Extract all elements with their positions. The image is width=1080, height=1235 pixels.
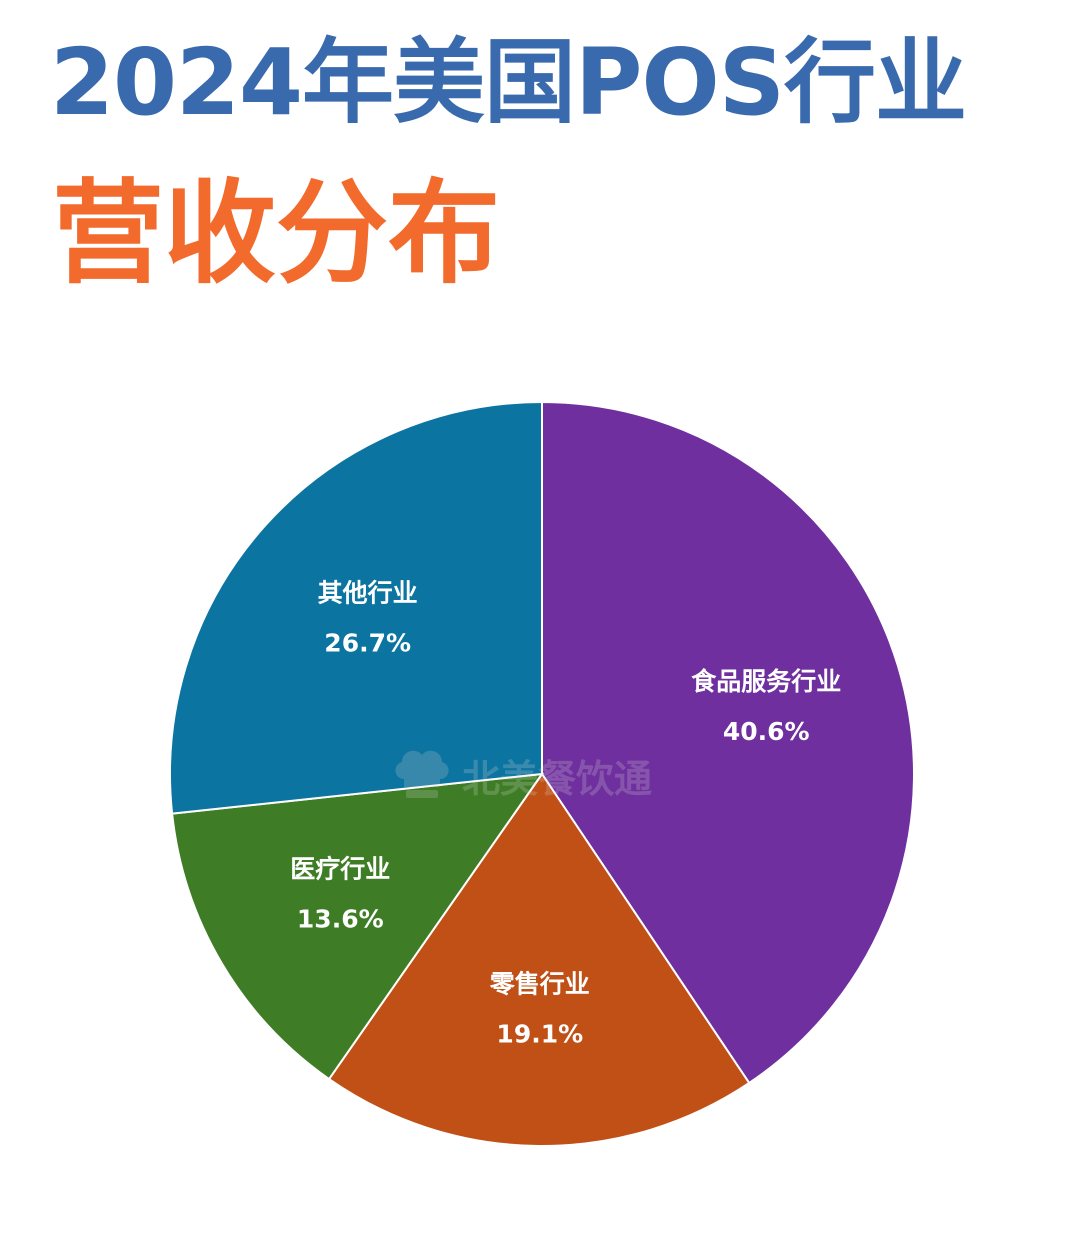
pie-slice-3 xyxy=(169,400,543,815)
slice-category-label-1: 零售行业 xyxy=(489,969,590,998)
slice-category-label-0: 食品服务行业 xyxy=(691,667,841,696)
slice-category-label-3: 其他行业 xyxy=(318,578,418,607)
pie-slice-1 xyxy=(327,772,751,1147)
slice-category-label-2: 医疗行业 xyxy=(290,854,390,883)
pie-slices xyxy=(169,400,915,1147)
title-line-1: 2024年美国POS行业 xyxy=(50,29,967,136)
slice-value-label-2: 13.6% xyxy=(297,904,384,933)
pie-slice-0 xyxy=(541,400,915,1085)
slice-value-label-1: 19.1% xyxy=(496,1019,583,1048)
pie-slice-2 xyxy=(171,772,545,1081)
title-line-2: 营收分布 xyxy=(52,169,500,299)
pie-labels: 食品服务行业 40.6% 零售行业 19.1% 医疗行业 13.6% 其他行业 26.7% xyxy=(290,578,841,1048)
slice-value-label-0: 40.6% xyxy=(723,717,810,746)
slice-value-label-3: 26.7% xyxy=(324,628,411,657)
